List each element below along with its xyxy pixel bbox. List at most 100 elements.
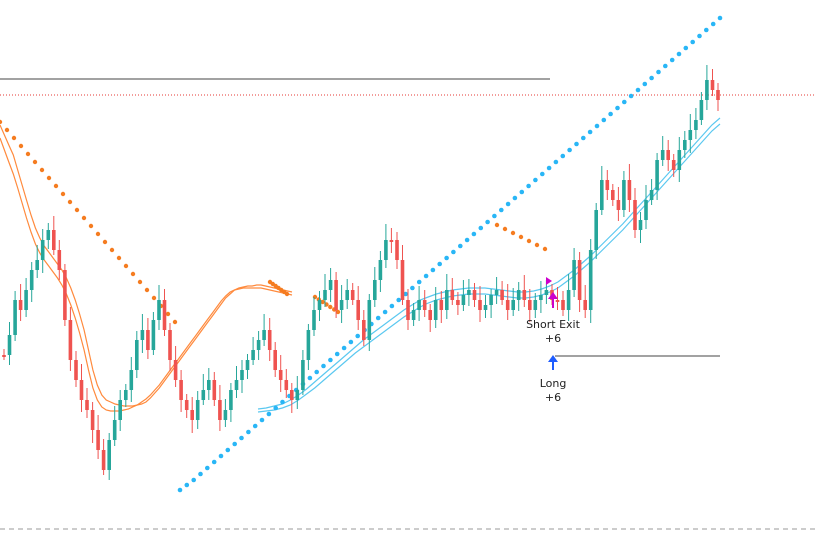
candle-body [533,300,538,310]
long-label: Long [540,377,567,390]
blue-dot [642,81,648,87]
candle-body [411,310,416,320]
blue-dot [601,117,607,123]
candle-body [622,180,626,210]
blue-dot [191,477,196,483]
blue-dot [314,369,320,375]
candle-body [57,250,62,270]
blue-dot [184,482,190,488]
blue-dot [341,345,347,351]
orange-dot [11,135,17,141]
candle-body [649,190,654,200]
candle-body [190,410,194,420]
candle-body [494,290,499,295]
candle-body [577,260,582,300]
blue-dot [519,189,525,195]
blue-dot [246,429,251,435]
levels-layer [0,78,816,530]
candle-body [290,390,294,400]
candle-body [256,340,261,350]
blue-dot [205,465,210,471]
candle-body [633,200,637,230]
candle-body [135,340,139,370]
candle-body [500,290,504,300]
blue-dot [177,487,183,493]
candle-body [312,310,316,330]
signals-layer: Short Exit +6 Long +6 [526,277,581,404]
short-exit-label: Short Exit [526,318,581,331]
candle-body [461,295,466,305]
candle-body [655,160,659,190]
candle-body [378,260,383,280]
candle-body [561,300,565,310]
blue-dot [649,75,654,81]
candles-layer [2,65,720,480]
candle-body [699,100,704,120]
blue-dot [464,237,470,243]
candle-body [207,380,211,390]
blue-dot [348,339,354,345]
candle-body [345,290,349,300]
blue-dot [396,297,402,303]
candle-body [583,300,587,310]
candle-body [367,300,372,340]
candle-body [389,240,394,242]
orange-dot [102,239,108,245]
candle-body [295,390,300,400]
candle-body [450,290,455,300]
candle-body [688,130,693,140]
candle-body [129,370,134,390]
orange-dot [0,119,3,125]
candle-body [373,280,377,300]
blue-dot [211,459,217,465]
candle-body [572,260,576,290]
orange-dot [81,215,87,221]
candle-body [317,300,322,310]
candle-body [157,300,161,320]
bands-layer [0,117,721,413]
candle-body [439,300,444,310]
blue-dot [683,45,689,51]
candle-body [528,300,532,310]
blue-dot [423,273,429,279]
candle-body [384,240,388,260]
blue-dot [307,375,313,381]
candle-body [140,330,145,340]
candle-body [323,290,327,300]
candle-body [234,380,239,390]
candle-body [660,150,665,160]
candle-body [671,160,676,170]
blue-dot [198,471,203,477]
candle-body [46,230,51,240]
orange-dot [526,238,532,244]
blue-dot [382,309,388,315]
candle-body [588,250,593,310]
candle-body [195,400,200,420]
blue-dot [334,351,340,357]
candle-body [201,390,206,400]
short-exit-value: +6 [545,332,561,345]
blue-dot [375,315,381,321]
candle-body [362,320,366,340]
candle-body [350,290,355,300]
orange-dot [123,263,129,269]
blue-dot [444,255,449,261]
band-line [257,117,721,410]
candle-body [251,350,255,360]
blue-dot [656,69,661,75]
candle-body [218,400,222,420]
candle-body [422,300,427,310]
blue-dot [717,15,723,21]
orange-dot [312,294,318,300]
candle-body [68,320,73,360]
blue-dot [328,357,333,363]
candle-body [594,210,598,250]
blue-dot [622,99,627,105]
blue-dot [635,87,641,93]
candle-body [677,150,682,170]
candle-body [173,360,178,380]
candle-body [63,270,67,320]
candle-body [13,300,17,335]
orange-dot [494,222,500,228]
